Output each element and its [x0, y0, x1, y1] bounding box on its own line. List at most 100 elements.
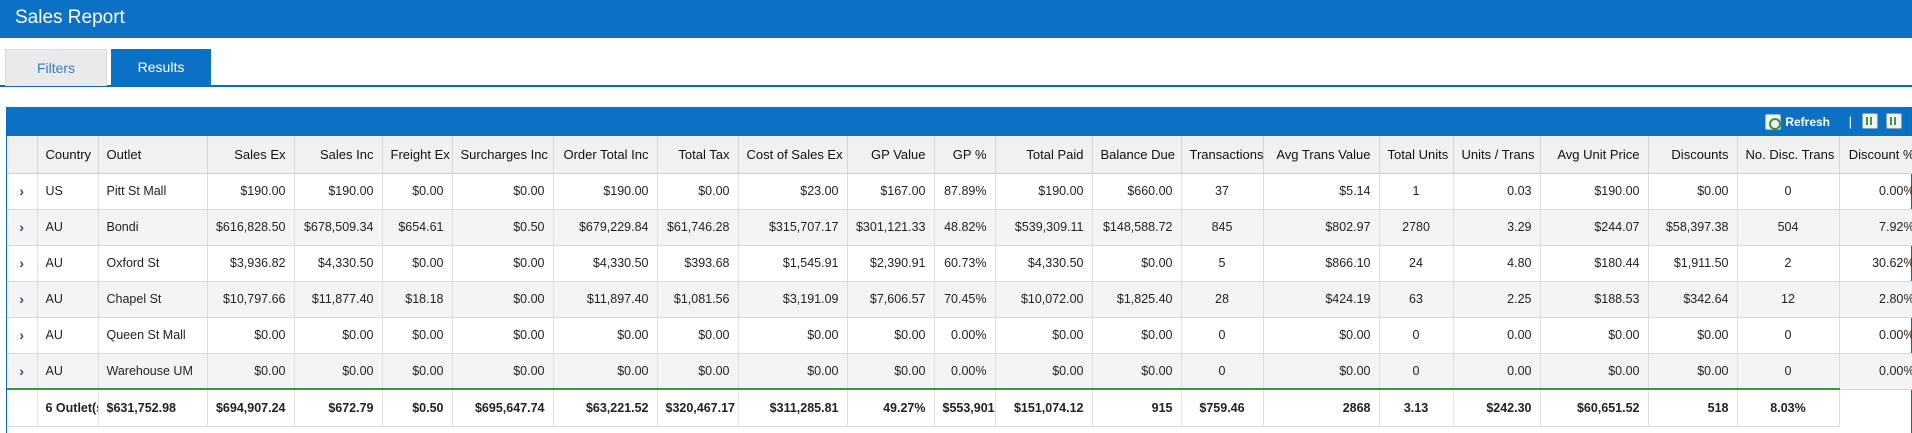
cell-gp: 60.73% — [934, 245, 996, 282]
cell-units-trans: 0.03 — [1453, 173, 1541, 210]
cell-sales-ex: $616,828.50 — [207, 209, 295, 246]
cell-gp-value: $301,121.33 — [847, 209, 935, 246]
column-header-country[interactable]: Country — [37, 136, 99, 174]
total-gp: $553,901.61 — [934, 388, 996, 427]
total-freight-ex: $0.50 — [382, 388, 453, 427]
total-expand — [7, 388, 38, 427]
total-units-trans: $242.30 — [1453, 388, 1541, 427]
cell-sales-ex: $3,936.82 — [207, 245, 295, 282]
cell-discounts: $58,397.38 — [1648, 209, 1738, 246]
cell-avg-unit-price: $0.00 — [1540, 317, 1649, 354]
column-header-avg-unit-price[interactable]: Avg Unit Price — [1540, 136, 1649, 174]
cell-freight-ex: $0.00 — [382, 317, 453, 354]
cell-surcharges-inc: $0.00 — [452, 173, 554, 210]
cell-surcharges-inc: $0.50 — [452, 209, 554, 246]
total-total-paid: $151,074.12 — [995, 388, 1093, 427]
tab-results[interactable]: Results — [111, 49, 211, 86]
cell-discounts: $342.64 — [1648, 281, 1738, 318]
cell-surcharges-inc: $0.00 — [452, 281, 554, 318]
expand-row-chevron-icon[interactable]: › — [7, 353, 38, 390]
cell-no-disc-trans: 0 — [1737, 353, 1840, 390]
tab-filters[interactable]: Filters — [5, 49, 107, 86]
cell-discount: 0.00% — [1839, 317, 1912, 354]
cell-freight-ex: $18.18 — [382, 281, 453, 318]
expand-row-chevron-icon[interactable]: › — [7, 173, 38, 210]
total-no-disc-trans: 8.03% — [1737, 388, 1840, 427]
cell-no-disc-trans: 12 — [1737, 281, 1840, 318]
cell-discount: 30.62% — [1839, 245, 1912, 282]
cell-gp: 48.82% — [934, 209, 996, 246]
export-csv-icon[interactable] — [1886, 113, 1902, 129]
cell-discount: 2.80% — [1839, 281, 1912, 318]
expand-row-chevron-icon[interactable]: › — [7, 281, 38, 318]
cell-cost-of-sales-ex: $3,191.09 — [738, 281, 848, 318]
cell-total-units: 1 — [1379, 173, 1454, 210]
cell-no-disc-trans: 0 — [1737, 173, 1840, 210]
cell-outlet: Pitt St Mall — [98, 173, 208, 210]
total-total-units: 3.13 — [1379, 388, 1454, 427]
column-header-total-paid[interactable]: Total Paid — [995, 136, 1093, 174]
column-header-sales-inc[interactable]: Sales Inc — [294, 136, 383, 174]
refresh-button[interactable]: Refresh — [1765, 113, 1830, 131]
total-order-total-inc: $63,221.52 — [553, 388, 658, 427]
column-header-total-tax[interactable]: Total Tax — [657, 136, 739, 174]
cell-total-tax: $0.00 — [657, 173, 739, 210]
cell-no-disc-trans: 2 — [1737, 245, 1840, 282]
cell-country: AU — [37, 353, 99, 390]
column-header-transactions[interactable]: Transactions — [1181, 136, 1264, 174]
cell-avg-trans-value: $0.00 — [1263, 353, 1380, 390]
column-header-discount[interactable]: Discount % — [1839, 136, 1912, 174]
cell-order-total-inc: $11,897.40 — [553, 281, 658, 318]
cell-total-paid: $539,309.11 — [995, 209, 1093, 246]
column-header-outlet[interactable]: Outlet — [98, 136, 208, 174]
cell-total-units: 2780 — [1379, 209, 1454, 246]
cell-total-paid: $0.00 — [995, 317, 1093, 354]
column-header-balance-due[interactable]: Balance Due — [1092, 136, 1182, 174]
column-header-sales-ex[interactable]: Sales Ex — [207, 136, 295, 174]
cell-cost-of-sales-ex: $0.00 — [738, 353, 848, 390]
expand-row-chevron-icon[interactable]: › — [7, 245, 38, 282]
column-header-units-trans[interactable]: Units / Trans — [1453, 136, 1541, 174]
total-discounts: 518 — [1648, 388, 1738, 427]
cell-transactions: 0 — [1181, 353, 1264, 390]
cell-sales-inc: $190.00 — [294, 173, 383, 210]
cell-discounts: $0.00 — [1648, 317, 1738, 354]
refresh-icon — [1765, 114, 1782, 130]
app-title-bar: Sales Report — [0, 0, 1912, 38]
column-header-gp[interactable]: GP % — [934, 136, 996, 174]
cell-discounts: $0.00 — [1648, 353, 1738, 390]
total-cost-of-sales-ex: $311,285.81 — [738, 388, 848, 427]
column-header-cost-of-sales-ex[interactable]: Cost of Sales Ex — [738, 136, 848, 174]
cell-balance-due: $0.00 — [1092, 353, 1182, 390]
table-row: › AU Bondi $616,828.50 $678,509.34 $654.61 $0.… — [7, 209, 1912, 246]
cell-units-trans: 0.00 — [1453, 353, 1541, 390]
cell-country: US — [37, 173, 99, 210]
cell-order-total-inc: $0.00 — [553, 317, 658, 354]
expand-row-chevron-icon[interactable]: › — [7, 317, 38, 354]
cell-country: AU — [37, 281, 99, 318]
column-header-no-disc-trans[interactable]: No. Disc. Trans — [1737, 136, 1840, 174]
column-header-order-total-inc[interactable]: Order Total Inc — [553, 136, 658, 174]
total-avg-unit-price: $60,651.52 — [1540, 388, 1649, 427]
expand-row-chevron-icon[interactable]: › — [7, 209, 38, 246]
column-header-gp-value[interactable]: GP Value — [847, 136, 935, 174]
cell-total-paid: $190.00 — [995, 173, 1093, 210]
cell-order-total-inc: $679,229.84 — [553, 209, 658, 246]
total-total-tax: $320,467.17 — [657, 388, 739, 427]
cell-transactions: 28 — [1181, 281, 1264, 318]
column-header-expand[interactable] — [7, 136, 38, 174]
cell-freight-ex: $0.00 — [382, 245, 453, 282]
column-header-freight-ex[interactable]: Freight Ex — [382, 136, 453, 174]
cell-avg-trans-value: $802.97 — [1263, 209, 1380, 246]
column-header-total-units[interactable]: Total Units — [1379, 136, 1454, 174]
export-excel-icon[interactable] — [1862, 113, 1878, 129]
cell-transactions: 5 — [1181, 245, 1264, 282]
column-header-avg-trans-value[interactable]: Avg Trans Value — [1263, 136, 1380, 174]
cell-discount: 0.00% — [1839, 353, 1912, 390]
column-header-surcharges-inc[interactable]: Surcharges Inc — [452, 136, 554, 174]
cell-outlet: Warehouse UM — [98, 353, 208, 390]
cell-total-units: 0 — [1379, 353, 1454, 390]
total-sales-inc: $672.79 — [294, 388, 383, 427]
total-sales-ex: $694,907.24 — [207, 388, 295, 427]
column-header-discounts[interactable]: Discounts — [1648, 136, 1738, 174]
